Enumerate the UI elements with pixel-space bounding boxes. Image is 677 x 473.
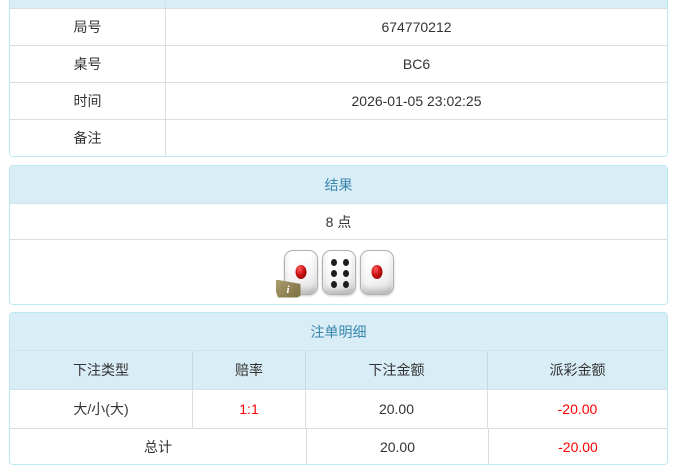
table-row: 时间 2026-01-05 23:02:25: [10, 82, 667, 119]
time-value: 2026-01-05 23:02:25: [351, 93, 482, 109]
result-points: 8 点: [10, 204, 667, 240]
bet-amount-value: 20.00: [306, 390, 488, 428]
table-row: 大/小(大) 1:1 20.00 -20.00: [10, 390, 667, 429]
total-bet-amount: 20.00: [307, 429, 489, 464]
table-id-label: 桌号: [10, 46, 166, 82]
die-wrap-3: [359, 249, 394, 295]
game-info-header-strip: [10, 0, 667, 8]
round-id-value: 674770212: [381, 19, 452, 35]
col-odds: 赔率: [193, 351, 306, 389]
remark-value: [166, 120, 667, 156]
table-id-value: BC6: [402, 56, 431, 72]
payout-value: -20.00: [557, 401, 598, 417]
table-row: 备注: [10, 119, 667, 156]
total-row: 总计 20.00 -20.00: [10, 429, 667, 464]
bet-details-panel: 注单明细 下注类型 赔率 下注金额 派彩金额 大/小(大) 1:1 20.00 …: [9, 312, 668, 465]
result-panel: 结果 8 点 i: [9, 165, 668, 305]
bet-type-value: 大/小(大): [10, 390, 193, 428]
col-bet-type: 下注类型: [10, 351, 193, 389]
table-row: 桌号 BC6: [10, 45, 667, 82]
header-strip-label-cell: [10, 0, 166, 8]
total-label: 总计: [10, 429, 307, 464]
col-bet-amount: 下注金额: [306, 351, 488, 389]
info-icon[interactable]: i: [275, 279, 301, 298]
col-payout: 派彩金额: [549, 362, 606, 378]
total-payout: -20.00: [558, 438, 598, 455]
die-wrap-2: [321, 249, 356, 295]
table-row: 局号 674770212: [10, 8, 667, 45]
round-id-label: 局号: [10, 9, 166, 45]
bet-details-title: 注单明细: [10, 313, 667, 351]
die-2-icon: [321, 249, 356, 295]
time-label: 时间: [10, 83, 166, 119]
odds-value: 1:1: [193, 390, 306, 428]
game-info-panel: 局号 674770212 桌号 BC6 时间 2026-01-05 23:02:…: [9, 0, 668, 157]
die-3-icon: [359, 249, 394, 295]
dice-row: i: [10, 240, 667, 304]
remark-label: 备注: [10, 120, 166, 156]
die-wrap-1: i: [275, 249, 318, 298]
bet-table-header: 下注类型 赔率 下注金额 派彩金额: [10, 351, 667, 390]
result-panel-title: 结果: [10, 166, 667, 204]
